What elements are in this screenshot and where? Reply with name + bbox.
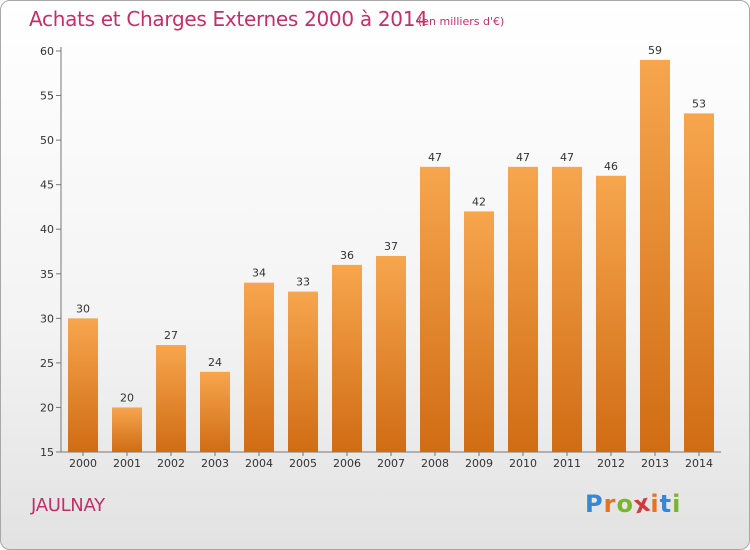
data-label: 47 (516, 151, 530, 164)
bar (200, 371, 230, 452)
bar (640, 59, 670, 453)
logo-letter: r (603, 490, 617, 518)
bar (332, 264, 362, 452)
bar (376, 255, 406, 452)
data-label: 53 (692, 97, 706, 110)
y-tick-label: 35 (40, 268, 54, 281)
bar (156, 345, 186, 452)
y-tick-label: 20 (40, 401, 54, 414)
x-tick-label: 2010 (509, 457, 537, 470)
x-tick-label: 2005 (289, 457, 317, 470)
data-label: 30 (76, 302, 90, 315)
place-name: JAULNAY (31, 495, 105, 516)
bar (244, 282, 274, 452)
bar (508, 166, 538, 452)
data-label: 59 (648, 44, 662, 57)
bar (420, 166, 450, 452)
data-label: 34 (252, 267, 266, 280)
logo-letter: i (672, 490, 682, 518)
y-tick-label: 45 (40, 179, 54, 192)
y-tick-label: 55 (40, 90, 54, 103)
bar (552, 166, 582, 452)
bar (464, 211, 494, 452)
x-tick-label: 2014 (685, 457, 713, 470)
x-tick-label: 2006 (333, 457, 361, 470)
data-label: 42 (472, 195, 486, 208)
data-label: 27 (164, 329, 178, 342)
x-tick-label: 2008 (421, 457, 449, 470)
x-tick-label: 2000 (69, 457, 97, 470)
x-tick-label: 2013 (641, 457, 669, 470)
y-tick-label: 30 (40, 312, 54, 325)
bar (288, 291, 318, 452)
x-tick-label: 2009 (465, 457, 493, 470)
data-label: 24 (208, 356, 222, 369)
proxiti-logo[interactable]: Proxiti (585, 489, 682, 520)
logo-letter: i (650, 490, 660, 518)
chart-title: Achats et Charges Externes 2000 à 2014 (29, 7, 428, 31)
y-tick-label: 25 (40, 357, 54, 370)
logo-letter: o (616, 490, 634, 518)
data-label: 20 (120, 391, 134, 404)
logo-letter: t (659, 490, 673, 518)
bar (112, 407, 142, 452)
y-tick-label: 15 (40, 446, 54, 459)
y-tick-label: 40 (40, 223, 54, 236)
x-tick-label: 2007 (377, 457, 405, 470)
y-tick-label: 50 (40, 134, 54, 147)
data-label: 37 (384, 240, 398, 253)
data-label: 36 (340, 249, 354, 262)
x-tick-label: 2002 (157, 457, 185, 470)
y-tick-label: 60 (40, 45, 54, 58)
x-tick-label: 2001 (113, 457, 141, 470)
x-tick-label: 2011 (553, 457, 581, 470)
bar (684, 113, 714, 452)
data-label: 47 (428, 151, 442, 164)
data-label: 46 (604, 160, 618, 173)
x-tick-label: 2004 (245, 457, 273, 470)
logo-letter: P (585, 490, 604, 518)
data-label: 47 (560, 151, 574, 164)
chart-subtitle: (en milliers d'€) (418, 15, 505, 28)
x-tick-label: 2003 (201, 457, 229, 470)
x-tick-label: 2012 (597, 457, 625, 470)
bar (596, 175, 626, 452)
data-label: 33 (296, 276, 310, 289)
bar (68, 318, 98, 452)
